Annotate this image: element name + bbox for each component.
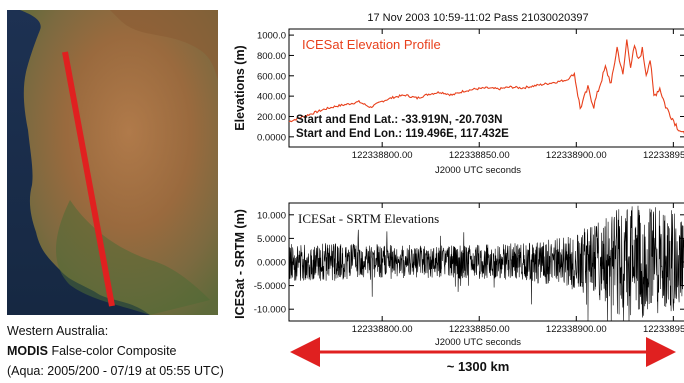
- difference-y-axis-label: ICESat - SRTM (m): [233, 209, 247, 319]
- lon-annotation: Start and End Lon.: 119.496E, 117.432E: [296, 128, 509, 140]
- map-caption-sensor: MODIS: [7, 344, 48, 358]
- scale-label: ~ 1300 km: [447, 359, 510, 374]
- difference-x-tick-label: 122338850.00: [449, 324, 510, 335]
- elevation-profile-series: [288, 39, 684, 135]
- distance-scale-bar: ~ 1300 km: [290, 337, 676, 374]
- satellite-map: [7, 10, 218, 315]
- lat-annotation: Start and End Lat.: -33.919N, -20.703N: [296, 114, 502, 126]
- map-caption-line-2: MODIS False-color Composite: [7, 344, 177, 358]
- difference-y-tick-label: 10.000: [257, 210, 286, 221]
- satellite-track-line: [62, 51, 115, 307]
- elevation-plot-frame: [288, 28, 684, 148]
- chart-header: 17 Nov 2003 10:59-11:02 Pass 21030020397: [367, 12, 588, 24]
- elevation-y-axis-label: Elevations (m): [233, 45, 247, 130]
- elevation-x-axis-label: J2000 UTC seconds: [435, 165, 521, 176]
- map-caption-line-3: (Aqua: 2005/200 - 07/19 at 05:55 UTC): [7, 364, 224, 378]
- difference-x-tick-label: 122338950.00: [643, 324, 684, 335]
- land-shading: [110, 10, 218, 80]
- elevation-y-tick-label: 400.00: [257, 92, 286, 103]
- difference-x-tick-label: 122338800.00: [352, 324, 413, 335]
- difference-x-tick-label: 122338900.00: [546, 324, 607, 335]
- difference-x-axis-label: J2000 UTC seconds: [435, 337, 521, 348]
- elevation-x-tick-label: 122338900.00: [546, 150, 607, 161]
- map-caption-line-1: Western Australia:: [7, 324, 108, 338]
- difference-y-tick-label: -5.0000: [254, 281, 286, 292]
- elevation-profile-chart: 0.0000 200.00 400.00 600.00 800.00 1000.0 122…: [233, 28, 684, 176]
- difference-y-tick-label: 0.0000: [257, 258, 286, 269]
- elevation-y-tick-label: 0.0000: [257, 132, 286, 143]
- elevation-x-tick-label: 122338950.00: [643, 150, 684, 161]
- elevation-chart-title: ICESat Elevation Profile: [302, 37, 441, 52]
- icesat-srtm-chart: -10.000 -5.0000 0.0000 5.0000 10.000 1223388…: [233, 202, 684, 348]
- icesat-srtm-series: [288, 205, 684, 322]
- difference-y-tick-label: 5.0000: [257, 234, 286, 245]
- map-caption-product: False-color Composite: [48, 344, 177, 358]
- elevation-y-tick-label: 600.00: [257, 71, 286, 82]
- difference-y-tick-label: -10.000: [254, 305, 286, 316]
- elevation-y-tick-label: 800.00: [257, 51, 286, 62]
- elevation-x-tick-label: 122338800.00: [352, 150, 413, 161]
- vegetation-shading: [56, 200, 210, 315]
- difference-chart-title: ICESat - SRTM Elevations: [298, 211, 439, 226]
- elevation-y-tick-label: 1000.0: [257, 31, 286, 42]
- elevation-x-tick-label: 122338850.00: [449, 150, 510, 161]
- elevation-y-tick-label: 200.00: [257, 112, 286, 123]
